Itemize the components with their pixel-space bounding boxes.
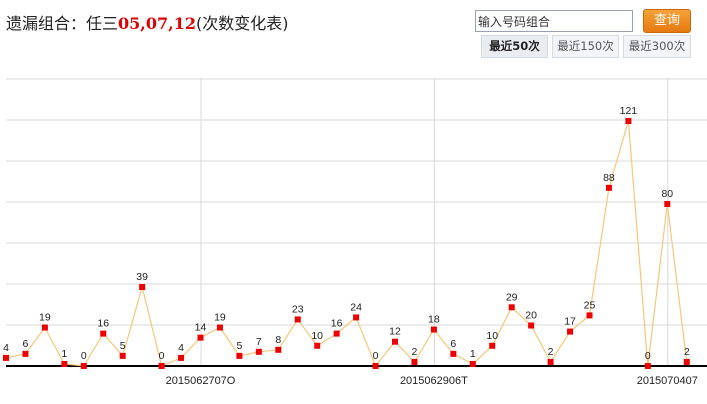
data-point [644, 363, 651, 369]
data-label: 2 [412, 346, 418, 358]
data-label: 4 [3, 342, 9, 354]
data-label: 8 [275, 334, 281, 346]
data-point [22, 350, 29, 357]
data-point [61, 360, 68, 367]
data-label: 1 [61, 348, 67, 360]
recent-150-button[interactable]: 最近150次 [552, 35, 619, 58]
data-point [605, 184, 612, 191]
data-label: 88 [603, 172, 615, 184]
data-point [392, 338, 398, 345]
data-label: 18 [428, 314, 440, 326]
data-label: 20 [525, 310, 537, 322]
data-label: 29 [506, 291, 518, 303]
data-label: 1 [470, 348, 476, 360]
data-point [586, 312, 593, 319]
data-label: 121 [620, 105, 638, 117]
data-label: 10 [311, 330, 323, 342]
data-point [178, 354, 185, 361]
data-point [236, 352, 243, 359]
data-label: 25 [584, 299, 596, 311]
data-point [314, 342, 321, 349]
data-point [333, 330, 340, 337]
data-label: 14 [195, 322, 207, 334]
query-button[interactable]: 查询 [643, 9, 691, 33]
data-point [255, 348, 262, 355]
data-label: 16 [331, 318, 343, 330]
data-point [353, 314, 360, 321]
data-label: 16 [97, 318, 109, 330]
data-label: 39 [136, 271, 148, 283]
data-label: 17 [564, 316, 576, 328]
data-point [411, 358, 418, 365]
data-label: 6 [23, 338, 29, 350]
data-point [508, 304, 515, 311]
data-label: 4 [178, 342, 184, 354]
data-point [275, 346, 282, 353]
data-point [683, 358, 690, 365]
data-label: 19 [214, 312, 226, 324]
data-label: 19 [39, 312, 51, 324]
recent-300-button[interactable]: 最近300次 [623, 35, 691, 58]
data-label: 5 [120, 340, 126, 352]
data-point [216, 324, 223, 331]
data-label: 0 [373, 350, 379, 362]
data-point [567, 328, 574, 335]
data-point [41, 324, 48, 331]
x-tick-label: 2015070407 [637, 375, 698, 387]
data-point [294, 316, 301, 323]
data-point [547, 358, 554, 365]
data-point [119, 352, 126, 359]
title-suffix: (次数变化表) [195, 14, 289, 33]
recent-50-button[interactable]: 最近50次 [481, 35, 548, 58]
data-label: 0 [81, 350, 87, 362]
x-tick-label: 2015062906T [400, 375, 468, 387]
data-point [664, 201, 671, 208]
data-point [450, 350, 457, 357]
x-tick-label: 2015062707O [166, 375, 236, 387]
data-label: 7 [256, 336, 262, 348]
data-point [139, 284, 146, 291]
data-label: 23 [292, 303, 304, 315]
data-label: 12 [389, 326, 401, 338]
title-prefix: 遗漏组合：任三 [6, 14, 119, 33]
data-point [80, 363, 87, 369]
data-point [3, 354, 9, 361]
data-label: 5 [236, 340, 242, 352]
data-point [625, 118, 632, 124]
data-point [197, 334, 204, 341]
data-point [469, 360, 476, 367]
data-label: 2 [684, 346, 690, 358]
data-label: 0 [645, 350, 651, 362]
data-label: 10 [486, 330, 498, 342]
data-point [489, 342, 496, 349]
data-label: 6 [450, 338, 456, 350]
chart-title: 遗漏组合：任三05,07,12(次数变化表) [6, 10, 288, 34]
data-label: 0 [159, 350, 165, 362]
data-label: 80 [661, 188, 673, 200]
series-line [5, 120, 688, 368]
data-point [158, 363, 165, 369]
data-label: 2 [548, 346, 554, 358]
data-point [528, 322, 535, 329]
data-point [430, 326, 437, 333]
data-point [372, 363, 379, 369]
data-point [100, 330, 107, 337]
number-combo-input[interactable] [475, 10, 633, 32]
title-numbers: 05,07,12 [118, 14, 196, 33]
data-label: 24 [350, 301, 362, 313]
